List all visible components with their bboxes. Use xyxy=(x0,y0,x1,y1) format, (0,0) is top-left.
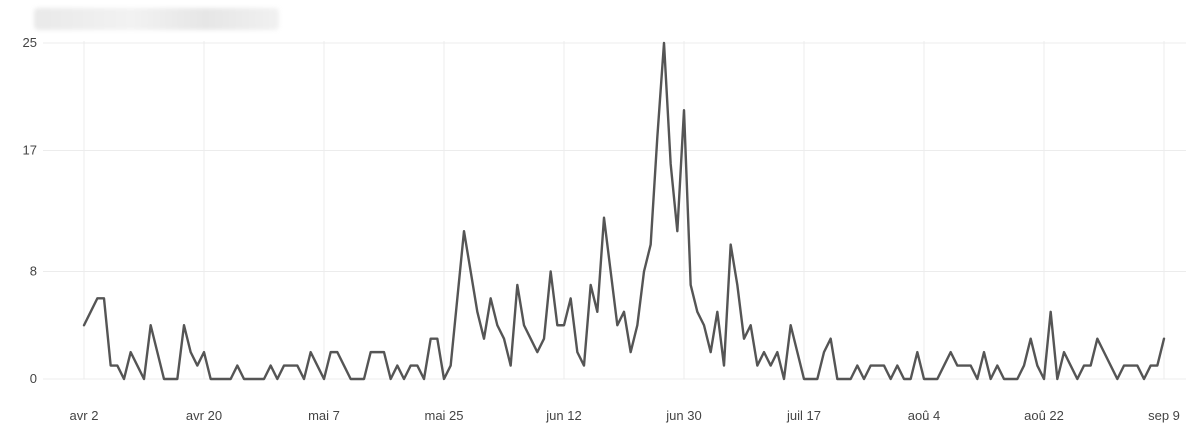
x-tick-label: mai 25 xyxy=(424,408,463,423)
blurred-chart-title xyxy=(34,8,279,30)
series-line xyxy=(82,41,1166,381)
x-gridlines xyxy=(83,41,1165,379)
y-gridlines xyxy=(43,42,1186,380)
x-tick-label: jun 12 xyxy=(545,408,581,423)
x-tick-label: avr 20 xyxy=(186,408,222,423)
x-tick-label: juil 17 xyxy=(786,408,821,423)
x-tick-label: sep 9 xyxy=(1148,408,1180,423)
y-axis-labels: 25 17 8 0 xyxy=(23,35,37,386)
y-tick-label: 25 xyxy=(23,35,37,50)
x-tick-label: aoû 22 xyxy=(1024,408,1064,423)
x-tick-label: jun 30 xyxy=(665,408,701,423)
x-tick-label: avr 2 xyxy=(70,408,99,423)
x-tick-label: mai 7 xyxy=(308,408,340,423)
y-tick-label: 0 xyxy=(30,371,37,386)
y-tick-label: 8 xyxy=(30,263,37,278)
x-tick-label: aoû 4 xyxy=(908,408,941,423)
y-tick-label: 17 xyxy=(23,143,37,158)
series-group xyxy=(82,41,1166,381)
x-axis-labels: avr 2 avr 20 mai 7 mai 25 jun 12 jun 30 juil 1… xyxy=(70,408,1180,423)
